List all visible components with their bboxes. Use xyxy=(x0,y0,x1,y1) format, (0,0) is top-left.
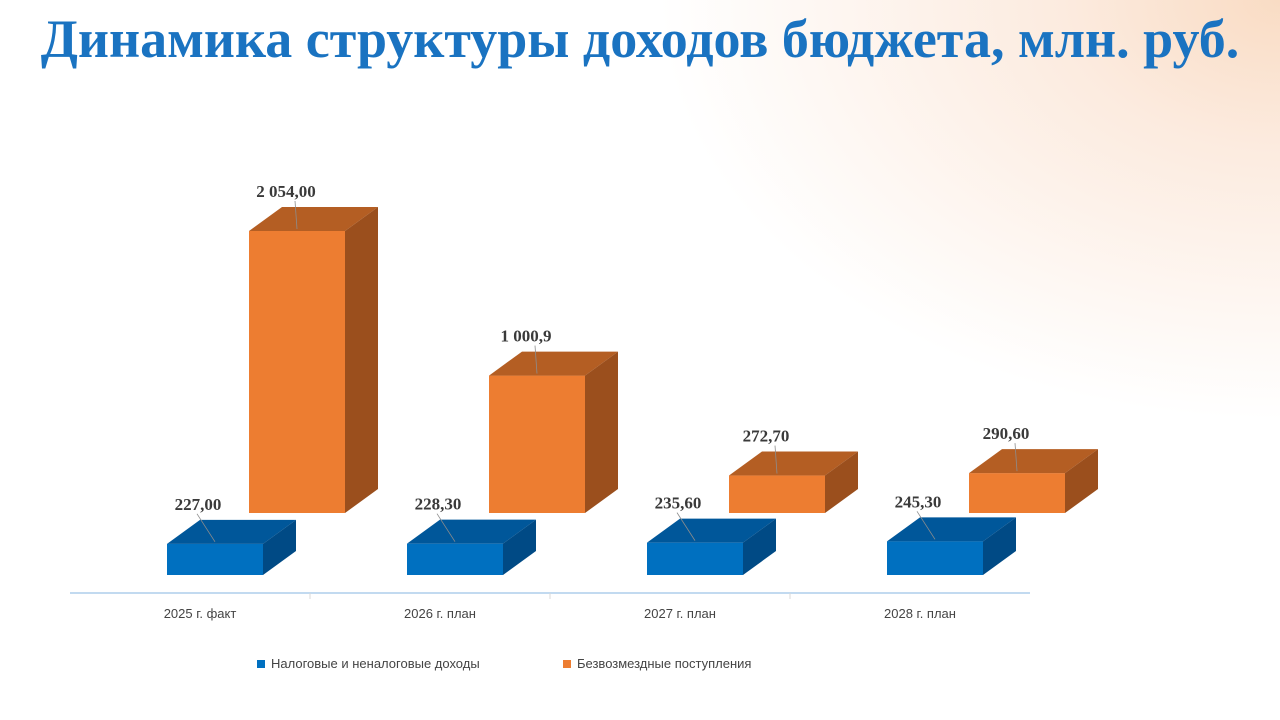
legend-swatch-grants xyxy=(563,659,571,668)
data-label-leader xyxy=(294,200,298,230)
data-label-leader xyxy=(436,513,456,542)
data-label: 2 054,00 xyxy=(256,182,316,201)
bar-front xyxy=(407,543,503,575)
bar-tax xyxy=(167,519,296,575)
data-label: 227,00 xyxy=(175,495,222,514)
bar-side xyxy=(1065,449,1098,513)
data-label-leader xyxy=(534,345,538,374)
bar-grants xyxy=(489,351,618,513)
bar-top xyxy=(729,451,858,476)
bar-front xyxy=(489,375,585,513)
bar-top xyxy=(969,449,1098,474)
bar-front xyxy=(249,231,345,513)
page-title: Динамика структуры доходов бюджета, млн.… xyxy=(40,9,1240,69)
bar-side xyxy=(263,519,296,575)
bar-grants xyxy=(729,451,858,513)
legend-label-tax: Налоговые и неналоговые доходы xyxy=(271,656,480,671)
bar-front xyxy=(167,543,263,575)
bar-top xyxy=(887,517,1016,542)
bar-front xyxy=(729,475,825,513)
legend-label-grants: Безвозмездные поступления xyxy=(577,656,752,671)
bar-side xyxy=(743,518,776,575)
data-label-leader xyxy=(1014,443,1018,472)
legend-swatch-tax xyxy=(257,659,265,668)
bar-tax xyxy=(887,517,1016,575)
data-label-leader xyxy=(916,511,936,540)
data-label-leader xyxy=(196,513,216,543)
x-tick-label: 2027 г. план xyxy=(644,606,716,621)
bar-top xyxy=(249,207,378,231)
data-label: 1 000,9 xyxy=(501,327,552,346)
bar-top xyxy=(489,351,618,376)
bar-side xyxy=(825,451,858,513)
data-label: 245,30 xyxy=(895,492,942,511)
data-label: 228,30 xyxy=(415,495,462,514)
bar-grants xyxy=(969,449,1098,513)
data-label: 290,60 xyxy=(983,424,1030,443)
bar-top xyxy=(407,519,536,544)
bar-side xyxy=(503,519,536,575)
bar-top xyxy=(167,519,296,544)
bar-tax xyxy=(647,518,776,575)
x-tick-label: 2025 г. факт xyxy=(164,606,237,621)
bar-front xyxy=(887,541,983,575)
bar-side xyxy=(983,517,1016,575)
bar-side xyxy=(345,207,378,513)
data-label-leader xyxy=(774,445,778,474)
bar-tax xyxy=(407,519,536,575)
bar-side xyxy=(585,351,618,513)
bar-top xyxy=(647,518,776,543)
bar-front xyxy=(647,542,743,575)
bar-front xyxy=(969,473,1065,513)
bar-grants xyxy=(249,207,378,513)
data-label: 235,60 xyxy=(655,494,702,513)
legend-item-grants: Безвозмездные поступления xyxy=(563,656,751,671)
x-tick-label: 2028 г. план xyxy=(884,606,956,621)
legend-item-tax: Налоговые и неналоговые доходы xyxy=(257,656,480,671)
legend: Налоговые и неналоговые доходы Безвозмез… xyxy=(0,656,1030,676)
data-label-leader xyxy=(676,512,696,541)
x-tick-label: 2026 г. план xyxy=(404,606,476,621)
data-label: 272,70 xyxy=(743,427,790,446)
